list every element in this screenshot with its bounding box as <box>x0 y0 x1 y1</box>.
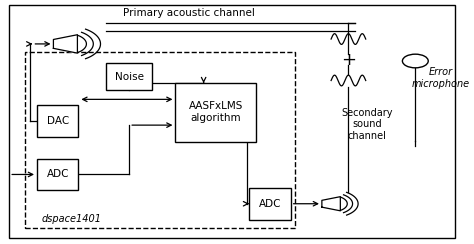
Bar <box>37 105 79 137</box>
Bar <box>175 83 256 142</box>
Bar <box>249 188 291 220</box>
Text: Primary acoustic channel: Primary acoustic channel <box>123 9 255 18</box>
Polygon shape <box>322 197 340 211</box>
Circle shape <box>402 54 428 68</box>
Bar <box>26 52 295 228</box>
Text: DAC: DAC <box>46 116 69 126</box>
Text: Secondary
sound
channel: Secondary sound channel <box>341 108 392 141</box>
Bar <box>37 159 79 190</box>
Bar <box>106 63 152 90</box>
Text: +: + <box>341 51 356 69</box>
Text: Noise: Noise <box>115 72 144 82</box>
Text: ADC: ADC <box>259 199 281 209</box>
Text: ADC: ADC <box>46 170 69 179</box>
Text: AASFxLMS
algorithm: AASFxLMS algorithm <box>189 102 243 123</box>
Text: dspace1401: dspace1401 <box>42 214 101 224</box>
Text: Error
microphone: Error microphone <box>411 67 470 89</box>
Polygon shape <box>54 35 77 53</box>
